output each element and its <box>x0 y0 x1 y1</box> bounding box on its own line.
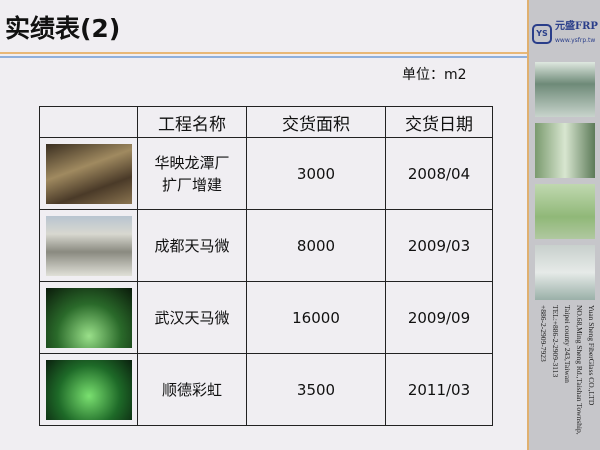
table-row: 成都天马微 8000 2009/03 <box>39 209 493 282</box>
project-name: 武汉天马微 <box>137 281 247 354</box>
logo-name: 元盛FRP <box>555 21 598 32</box>
page-title: 实绩表(2) <box>5 14 121 43</box>
col-date: 交货日期 <box>385 106 493 138</box>
project-name: 成都天马微 <box>137 209 247 282</box>
address-line: Taipei county 243,Taiwan <box>563 305 572 383</box>
project-area: 8000 <box>246 209 386 282</box>
side-photo-2 <box>535 123 595 178</box>
company-logo: YS 元盛FRP www.ysfrp.tw <box>530 20 600 48</box>
project-area: 16000 <box>246 281 386 354</box>
project-table: 工程名称 交货面积 交货日期 华映龙潭厂 扩厂增建 3000 2008/04 成… <box>39 106 493 426</box>
project-photo <box>45 215 132 276</box>
address-line: TEL:+886-2-2909-3113 <box>551 305 560 378</box>
divider-orange <box>0 52 527 54</box>
table-row: 顺德彩虹 3500 2011/03 <box>39 353 493 426</box>
table-header-row: 工程名称 交货面积 交货日期 <box>39 106 493 138</box>
project-area: 3500 <box>246 353 386 426</box>
col-area: 交货面积 <box>246 106 386 138</box>
project-date: 2009/09 <box>385 281 493 354</box>
table-row: 武汉天马微 16000 2009/09 <box>39 281 493 354</box>
project-date: 2009/03 <box>385 209 493 282</box>
table-row: 华映龙潭厂 扩厂增建 3000 2008/04 <box>39 137 493 210</box>
project-photo <box>45 287 132 348</box>
side-photo-4 <box>535 245 595 300</box>
project-name: 顺德彩虹 <box>137 353 247 426</box>
address-line: Yuan Sheng FiberGlass CO.,LTD <box>587 305 596 406</box>
project-photo <box>45 143 132 204</box>
col-photo <box>39 106 138 138</box>
project-name: 华映龙潭厂 扩厂增建 <box>137 137 247 210</box>
project-area: 3000 <box>246 137 386 210</box>
project-date: 2008/04 <box>385 137 493 210</box>
side-photo-3 <box>535 184 595 239</box>
logo-url: www.ysfrp.tw <box>555 37 596 44</box>
logo-mark: YS <box>536 29 548 38</box>
divider-blue <box>0 56 527 58</box>
col-name: 工程名称 <box>137 106 247 138</box>
side-photo-1 <box>535 62 595 117</box>
project-photo <box>45 359 132 420</box>
logo-hex-icon: YS <box>532 24 552 44</box>
address-line: NO.68,Ming Sheng Rd.,Taishan Township, <box>575 305 584 435</box>
company-address: Yuan Sheng FiberGlass CO.,LTD NO.68,Ming… <box>535 305 597 448</box>
unit-label: 单位：m2 <box>402 67 467 83</box>
project-date: 2011/03 <box>385 353 493 426</box>
address-line: +886-2-2909-7923 <box>539 305 548 362</box>
